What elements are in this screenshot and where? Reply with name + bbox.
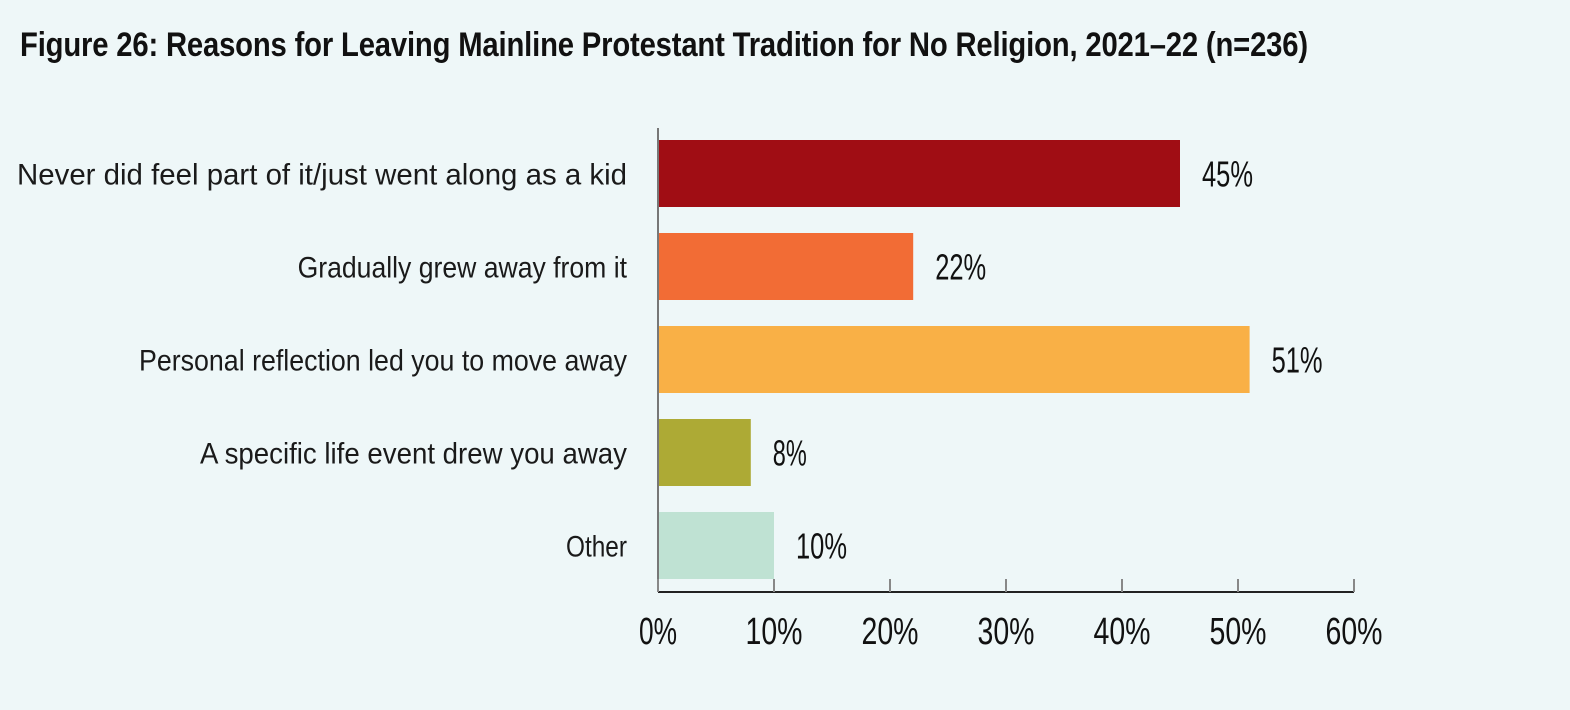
data-label: 51%	[1272, 340, 1323, 381]
data-label: 22%	[935, 247, 986, 288]
x-tick-label: 50%	[1210, 611, 1267, 653]
bar	[658, 233, 914, 300]
category-label: A specific life event drew you away	[200, 438, 627, 471]
x-tick-label: 40%	[1094, 611, 1151, 653]
x-tick-label: 20%	[862, 611, 919, 653]
bar	[658, 419, 751, 486]
x-tick-label: 60%	[1326, 611, 1383, 653]
category-label: Other	[566, 531, 627, 564]
bar	[658, 326, 1250, 393]
category-label: Gradually grew away from it	[298, 252, 628, 285]
x-tick-label: 10%	[746, 611, 803, 653]
category-label: Personal reflection led you to move away	[139, 345, 627, 378]
category-label: Never did feel part of it/just went alon…	[17, 159, 627, 192]
x-tick-label: 0%	[639, 611, 677, 653]
bar	[658, 140, 1180, 207]
x-tick-label: 30%	[978, 611, 1035, 653]
data-label: 8%	[773, 433, 807, 474]
data-label: 45%	[1202, 154, 1253, 195]
bar	[658, 512, 774, 579]
chart-title: Figure 26: Reasons for Leaving Mainline …	[20, 26, 1308, 64]
data-label: 10%	[796, 526, 847, 567]
